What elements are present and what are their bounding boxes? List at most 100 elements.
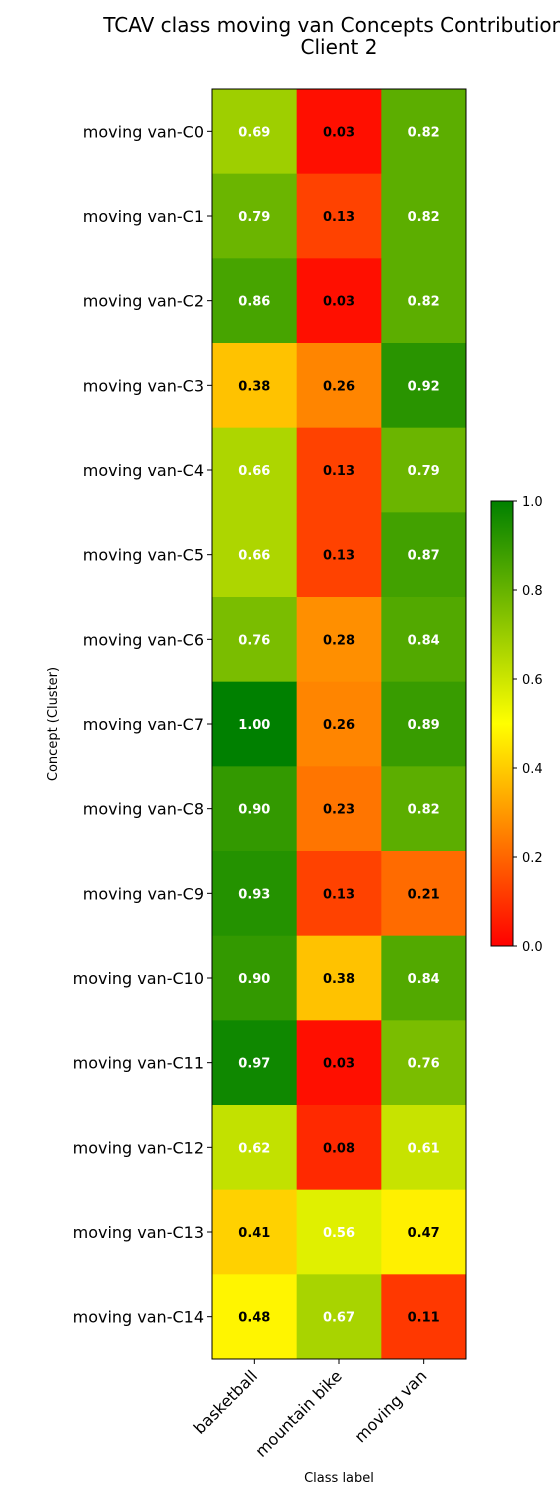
cell-value-label: 0.38: [323, 972, 355, 987]
cell-value-label: 0.47: [408, 1226, 440, 1241]
heatmap-cell: [212, 1274, 298, 1360]
heatmap-cell: [381, 1105, 467, 1191]
heatmap-cell: [212, 173, 298, 259]
cell-value-label: 0.08: [323, 1141, 355, 1156]
y-tick-label: moving van-C8: [83, 800, 204, 819]
colorbar-ticks: 0.0 0.2 0.4 0.6 0.8 1.0: [513, 495, 543, 955]
cell-value-label: 0.84: [408, 633, 440, 648]
cell-value-label: 0.13: [323, 464, 355, 479]
heatmap-cell: [381, 427, 467, 513]
cell-value-label: 0.66: [238, 549, 270, 564]
cell-value-label: 0.67: [323, 1311, 355, 1326]
cell-value-label: 0.13: [323, 210, 355, 225]
heatmap-cell: [296, 1189, 382, 1275]
cell-value-label: 0.62: [238, 1141, 270, 1156]
y-tick-label: moving van-C13: [73, 1223, 204, 1242]
heatmap-cell: [381, 173, 467, 259]
heatmap-cell: [296, 851, 382, 937]
heatmap-cell: [296, 681, 382, 767]
colorbar-tick-label: 1.0: [522, 495, 543, 510]
heatmap-cells: [212, 89, 467, 1360]
cell-value-label: 0.11: [408, 1311, 440, 1326]
y-tick-labels: moving van-C0 moving van-C1 moving van-C2 m…: [73, 122, 212, 1327]
y-tick-label: moving van-C11: [73, 1054, 204, 1073]
y-tick-label: moving van-C0: [83, 122, 204, 141]
cell-value-label: 0.79: [238, 210, 270, 225]
colorbar-tick-label: 0.0: [522, 940, 543, 955]
cell-value-label: 0.61: [408, 1141, 440, 1156]
heatmap-cell: [212, 343, 298, 429]
cell-value-label: 0.28: [323, 633, 355, 648]
x-tick-label: moving van: [351, 1366, 431, 1446]
heatmap-cell: [212, 597, 298, 683]
heatmap-cell: [296, 597, 382, 683]
heatmap-cell: [381, 766, 467, 852]
x-axis-label: Class label: [304, 1471, 374, 1486]
heatmap-cell: [381, 851, 467, 937]
heatmap-cell: [212, 427, 298, 513]
y-tick-label: moving van-C2: [83, 292, 204, 311]
heatmap-cell: [381, 89, 467, 175]
y-tick-label: moving van-C4: [83, 461, 204, 480]
cell-value-label: 0.90: [238, 972, 270, 987]
y-tick-label: moving van-C1: [83, 207, 204, 226]
cell-value-label: 0.76: [238, 633, 270, 648]
y-tick-label: moving van-C10: [73, 969, 204, 988]
heatmap-cell: [381, 1020, 467, 1106]
heatmap-cell: [296, 512, 382, 598]
cell-value-label: 0.82: [408, 210, 440, 225]
heatmap-cell: [212, 1189, 298, 1275]
heatmap-cell: [381, 258, 467, 344]
y-tick-label: moving van-C6: [83, 630, 204, 649]
heatmap-cell: [296, 343, 382, 429]
heatmap-cell: [381, 935, 467, 1021]
cell-value-label: 0.03: [323, 1057, 355, 1072]
cell-value-label: 0.84: [408, 972, 440, 987]
cell-value-label: 0.97: [238, 1057, 270, 1072]
cell-value-label: 0.26: [323, 718, 355, 733]
heatmap-cell: [296, 766, 382, 852]
y-tick-label: moving van-C9: [83, 884, 204, 903]
heatmap-cell: [296, 89, 382, 175]
cell-value-label: 0.90: [238, 803, 270, 818]
heatmap-cell: [212, 935, 298, 1021]
y-tick-label: moving van-C14: [73, 1308, 204, 1327]
cell-value-label: 0.03: [323, 295, 355, 310]
cell-value-label: 0.69: [238, 125, 270, 140]
chart-title: TCAV class moving van Concepts Contribut…: [102, 13, 560, 59]
heatmap-cell: [212, 851, 298, 937]
cell-value-label: 0.48: [238, 1311, 270, 1326]
cell-value-label: 0.92: [408, 379, 440, 394]
colorbar-tick-label: 0.2: [522, 851, 543, 866]
colorbar-tick-label: 0.8: [522, 584, 543, 599]
cell-value-label: 0.13: [323, 887, 355, 902]
heatmap-cell: [381, 681, 467, 767]
y-tick-label: moving van-C5: [83, 546, 204, 565]
heatmap-cell: [296, 427, 382, 513]
heatmap-cell: [296, 173, 382, 259]
heatmap-cell: [296, 258, 382, 344]
cell-value-label: 0.13: [323, 549, 355, 564]
cell-value-label: 0.56: [323, 1226, 355, 1241]
y-tick-label: moving van-C3: [83, 376, 204, 395]
cell-value-label: 0.03: [323, 125, 355, 140]
heatmap-cell: [296, 1274, 382, 1360]
cell-value-label: 0.26: [323, 379, 355, 394]
cell-value-label: 0.79: [408, 464, 440, 479]
heatmap-cell: [381, 512, 467, 598]
heatmap-cell: [212, 1020, 298, 1106]
cell-value-label: 0.23: [323, 803, 355, 818]
cell-value-label: 0.86: [238, 295, 270, 310]
heatmap-cell: [212, 766, 298, 852]
cell-value-label: 0.82: [408, 803, 440, 818]
y-tick-label: moving van-C12: [73, 1138, 204, 1157]
cell-value-label: 0.41: [238, 1226, 270, 1241]
x-tick-label: mountain bike: [251, 1366, 345, 1460]
colorbar-tick-label: 0.6: [522, 673, 543, 688]
cell-value-label: 0.66: [238, 464, 270, 479]
cell-value-label: 0.93: [238, 887, 270, 902]
y-tick-label: moving van-C7: [83, 715, 204, 734]
cell-value-label: 0.89: [408, 718, 440, 733]
heatmap-cell-labels: 0.69 0.03 0.82 0.79 0.13 0.82 0.86 0.03 0.82 0.38…: [238, 125, 439, 1325]
